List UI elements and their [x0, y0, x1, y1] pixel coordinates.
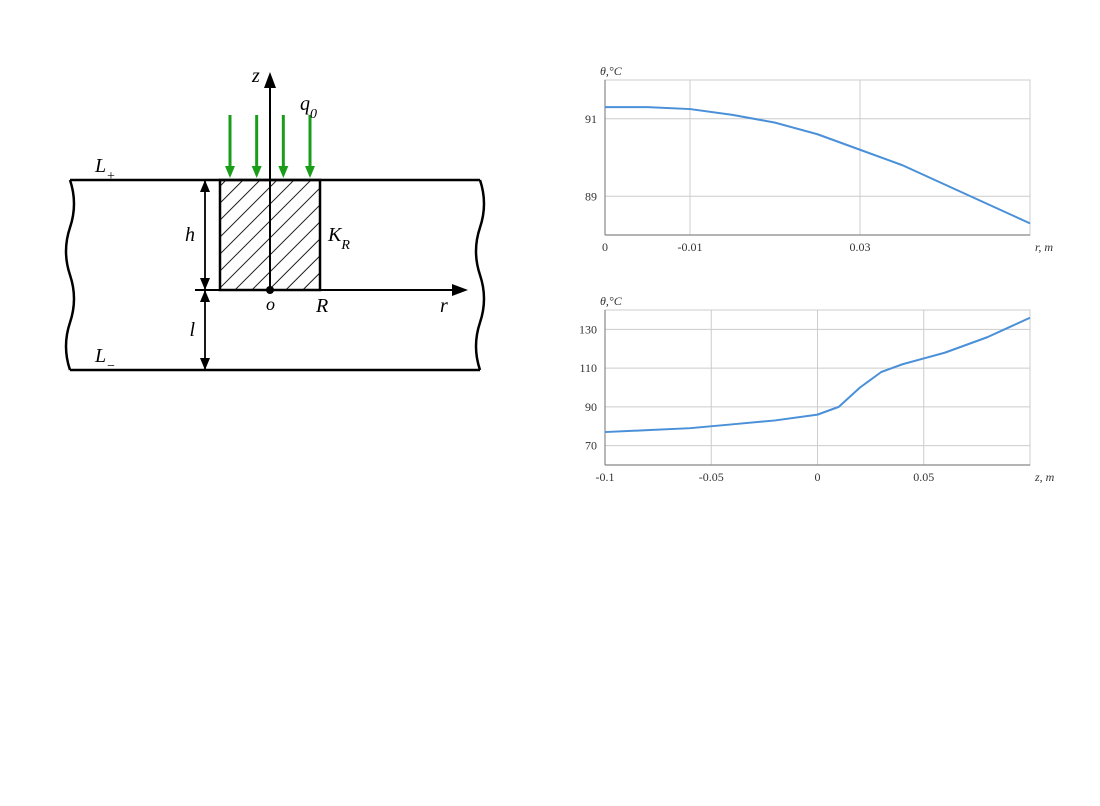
svg-text:h: h — [185, 224, 195, 246]
svg-text:R: R — [315, 295, 328, 317]
svg-text:-0.05: -0.05 — [699, 470, 724, 484]
page-container: zrq0oRKRhlL+L− 0-0.010.03895091θ,°Cr, m … — [0, 0, 1100, 806]
svg-text:130: 130 — [579, 322, 597, 336]
svg-text:z: z — [251, 65, 260, 87]
svg-text:-0.01: -0.01 — [678, 240, 703, 254]
svg-text:70: 70 — [585, 439, 597, 453]
schematic-diagram: zrq0oRKRhlL+L− — [40, 60, 500, 440]
svg-text:91: 91 — [585, 112, 597, 126]
svg-text:KR: KR — [327, 224, 350, 253]
chart-top-svg: 0-0.010.03895091θ,°Cr, m — [550, 60, 1070, 270]
svg-text:z, m: z, m — [1034, 470, 1055, 484]
schematic-svg: zrq0oRKRhlL+L− — [40, 60, 500, 440]
svg-text:0: 0 — [815, 470, 821, 484]
svg-text:r, m: r, m — [1035, 240, 1053, 254]
svg-text:0.05: 0.05 — [913, 470, 934, 484]
chart-bottom-svg: -0.1 -0.05 0 0.05 70 90 110 130θ,°C z, m — [550, 290, 1070, 500]
svg-text:r: r — [440, 295, 448, 317]
svg-text:110: 110 — [579, 361, 597, 375]
svg-text:0: 0 — [602, 240, 608, 254]
chart-bottom: -0.1 -0.05 0 0.05 70 90 110 130θ,°C z, m — [550, 290, 1070, 500]
svg-text:θ,°C: θ,°C — [600, 294, 623, 308]
svg-text:90: 90 — [585, 400, 597, 414]
chart-top: 0-0.010.03895091θ,°Cr, m — [550, 60, 1070, 270]
svg-text:l: l — [189, 319, 195, 341]
svg-text:o: o — [266, 294, 275, 314]
svg-text:-0.1: -0.1 — [596, 470, 615, 484]
svg-text:θ,°C: θ,°C — [600, 64, 623, 78]
svg-text:0.03: 0.03 — [850, 240, 871, 254]
charts-panel: 0-0.010.03895091θ,°Cr, m -0.1-0.0500.057… — [550, 60, 1070, 520]
svg-text:89: 89 — [585, 189, 597, 203]
